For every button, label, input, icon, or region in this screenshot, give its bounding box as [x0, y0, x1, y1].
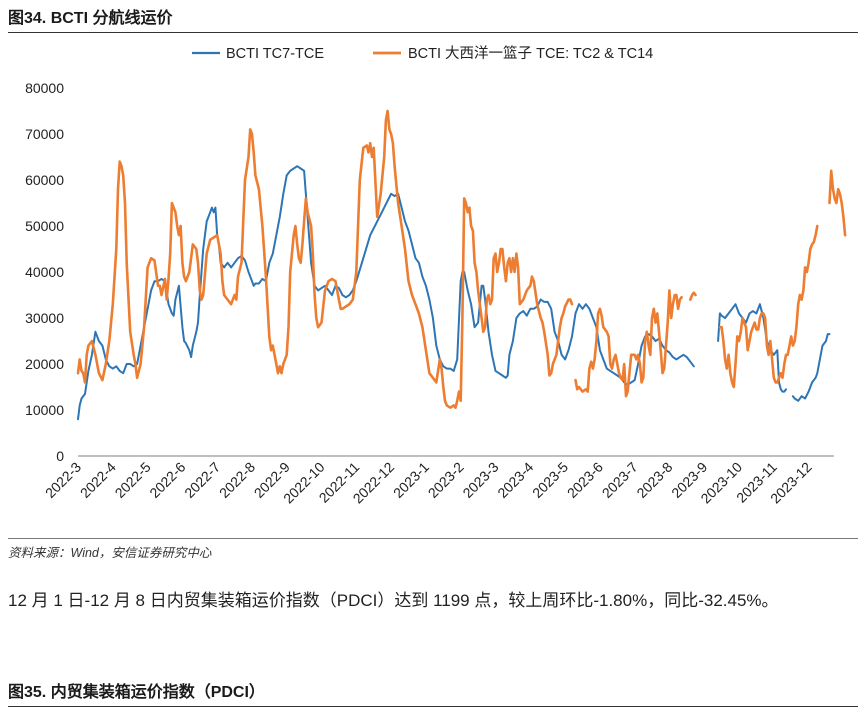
y-tick-label: 30000 — [25, 310, 64, 326]
y-axis: 0 10000 20000 30000 40000 50000 60000 70000 8000… — [25, 80, 64, 464]
y-tick-label: 10000 — [25, 402, 64, 418]
legend-label: BCTI 大西洋一篮子 TCE: TC2 & TC14 — [408, 44, 653, 62]
series-line — [76, 109, 574, 409]
chart-legend: BCTI TC7-TCE BCTI 大西洋一篮子 TCE: TC2 & TC14 — [192, 44, 653, 62]
source-note: 资料来源：Wind，安信证券研究中心 — [8, 538, 858, 561]
x-tick-label: 2023-2 — [425, 459, 467, 501]
x-tick-label: 2022-3 — [42, 459, 84, 501]
series-line — [717, 303, 787, 393]
series-atlantic-basket — [76, 109, 847, 409]
series-tc7-tce — [77, 165, 831, 421]
x-tick-label: 2023-4 — [494, 459, 536, 501]
x-tick-label: 2023-8 — [633, 459, 675, 501]
y-tick-label: 70000 — [25, 126, 64, 142]
series-line — [689, 291, 697, 301]
x-tick-label: 2023-3 — [459, 459, 501, 501]
bcti-line-chart: BCTI TC7-TCE BCTI 大西洋一篮子 TCE: TC2 & TC14 … — [25, 44, 847, 506]
series-group — [76, 109, 847, 421]
x-tick-label: 2022-5 — [112, 459, 154, 501]
y-tick-label: 60000 — [25, 172, 64, 188]
pdci-paragraph: 12 月 1 日-12 月 8 日内贸集装箱运价指数（PDCI）达到 1199 … — [8, 591, 779, 610]
y-tick-label: 40000 — [25, 264, 64, 280]
series-line — [791, 333, 831, 402]
figure-34-title: 图34. BCTI 分航线运价 — [8, 4, 858, 33]
series-line — [77, 165, 695, 421]
x-tick-label: 2022-7 — [181, 459, 223, 501]
x-tick-label: 2023-7 — [599, 459, 641, 501]
series-line — [574, 289, 683, 398]
x-tick-label: 2022-8 — [216, 459, 258, 501]
x-tick-label: 2022-4 — [77, 459, 119, 501]
x-axis: 2022-32022-42022-52022-62022-72022-82022… — [42, 455, 834, 506]
series-line — [718, 224, 819, 389]
y-tick-label: 50000 — [25, 218, 64, 234]
y-tick-label: 0 — [56, 448, 64, 464]
y-tick-label: 20000 — [25, 356, 64, 372]
x-tick-label: 2023-1 — [390, 459, 432, 501]
figure-35-title: 图35. 内贸集装箱运价指数（PDCI） — [8, 678, 858, 707]
y-tick-label: 80000 — [25, 80, 64, 96]
x-tick-label: 2023-5 — [529, 459, 571, 501]
x-tick-label: 2023-6 — [564, 459, 606, 501]
series-line — [828, 169, 847, 237]
x-tick-label: 2022-6 — [146, 459, 188, 501]
legend-label: BCTI TC7-TCE — [226, 46, 324, 62]
